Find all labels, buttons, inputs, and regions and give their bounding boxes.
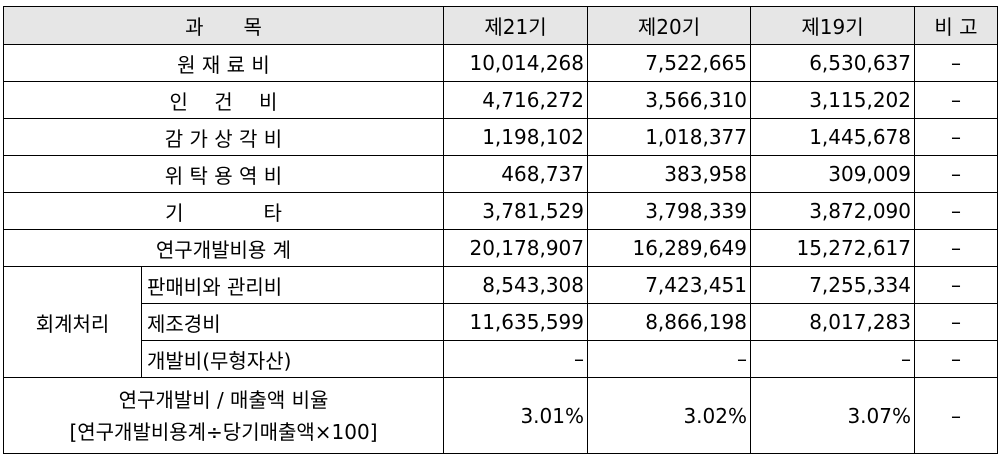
value-19: 3,872,090 xyxy=(750,192,915,230)
header-item: 과 목 xyxy=(3,6,444,45)
row-label: 개발비(무형자산) xyxy=(141,340,444,378)
row-label: 원 재 료 비 xyxy=(3,44,444,82)
table-row-accounting: 회계처리 판매비와 관리비 8,543,308 7,423,451 7,255,… xyxy=(3,266,998,378)
value-20: 7,423,451 xyxy=(587,266,751,304)
value-21: 468,737 xyxy=(443,155,588,193)
value-20: 1,018,377 xyxy=(587,118,751,156)
value-19: 15,272,617 xyxy=(750,229,915,267)
ratio-label: 연구개발비 / 매출액 비율 [연구개발비용계÷당기매출액×100] xyxy=(3,377,444,454)
value-21: 11,635,599 xyxy=(443,303,588,341)
value-20: 3,798,339 xyxy=(587,192,751,230)
table-row-total: 연구개발비용 계 20,178,907 16,289,649 15,272,61… xyxy=(3,229,998,267)
table-row-accounting: 제조경비 11,635,599 8,866,198 8,017,283 – xyxy=(4,303,998,341)
remarks-cell: – xyxy=(914,340,998,378)
header-period-19: 제19기 xyxy=(750,6,915,45)
value-19: 8,017,283 xyxy=(750,303,915,341)
ratio-20: 3.02% xyxy=(587,377,751,454)
ratio-19: 3.07% xyxy=(750,377,915,454)
row-label: 제조경비 xyxy=(141,303,444,341)
value-21: 10,014,268 xyxy=(443,44,588,82)
remarks-cell: – xyxy=(914,118,998,156)
value-21: 4,716,272 xyxy=(443,81,588,119)
row-label: 판매비와 관리비 xyxy=(141,266,444,304)
value-19: 3,115,202 xyxy=(750,81,915,119)
header-row: 과 목 제21기 제20기 제19기 비 고 xyxy=(3,6,998,45)
value-21: – xyxy=(443,340,588,378)
header-remarks: 비 고 xyxy=(914,6,998,45)
table-row: 위 탁 용 역 비 468,737 383,958 309,009 – xyxy=(3,155,998,193)
row-label: 연구개발비용 계 xyxy=(3,229,444,267)
remarks-cell: – xyxy=(914,266,998,304)
value-21: 8,543,308 xyxy=(443,266,588,304)
value-21: 1,198,102 xyxy=(443,118,588,156)
remarks-cell: – xyxy=(914,377,998,454)
value-21: 3,781,529 xyxy=(443,192,588,230)
value-20: 7,522,665 xyxy=(587,44,751,82)
value-21: 20,178,907 xyxy=(443,229,588,267)
table-row: 기 타 3,781,529 3,798,339 3,872,090 – xyxy=(3,192,998,230)
value-20: 16,289,649 xyxy=(587,229,751,267)
rnd-expense-table: 과 목 제21기 제20기 제19기 비 고 원 재 료 비 10,014,26… xyxy=(3,6,998,454)
ratio-21: 3.01% xyxy=(443,377,588,454)
accounting-group-label: 회계처리 xyxy=(3,266,142,378)
remarks-cell: – xyxy=(914,81,998,119)
value-19: 7,255,334 xyxy=(750,266,915,304)
row-label: 위 탁 용 역 비 xyxy=(3,155,444,193)
remarks-cell: – xyxy=(914,229,998,267)
table-row: 인 건 비 4,716,272 3,566,310 3,115,202 – xyxy=(3,81,998,119)
value-19: 1,445,678 xyxy=(750,118,915,156)
table-row-ratio: 연구개발비 / 매출액 비율 [연구개발비용계÷당기매출액×100] 3.01%… xyxy=(3,377,998,454)
row-label: 감 가 상 각 비 xyxy=(3,118,444,156)
remarks-cell: – xyxy=(914,44,998,82)
table-row: 원 재 료 비 10,014,268 7,522,665 6,530,637 – xyxy=(3,44,998,82)
value-19: – xyxy=(750,340,915,378)
table-row: 감 가 상 각 비 1,198,102 1,018,377 1,445,678 … xyxy=(3,118,998,156)
header-period-20: 제20기 xyxy=(587,6,751,45)
ratio-label-line1: 연구개발비 / 매출액 비율 xyxy=(118,387,329,412)
value-19: 6,530,637 xyxy=(750,44,915,82)
remarks-cell: – xyxy=(914,192,998,230)
value-20: 3,566,310 xyxy=(587,81,751,119)
row-label: 기 타 xyxy=(3,192,444,230)
value-19: 309,009 xyxy=(750,155,915,193)
remarks-cell: – xyxy=(914,303,998,341)
value-20: 8,866,198 xyxy=(587,303,751,341)
table-row-accounting: 개발비(무형자산) – – – – xyxy=(4,340,998,378)
value-20: – xyxy=(587,340,751,378)
row-label: 인 건 비 xyxy=(3,81,444,119)
header-period-21: 제21기 xyxy=(443,6,588,45)
ratio-label-line2: [연구개발비용계÷당기매출액×100] xyxy=(69,419,378,444)
remarks-cell: – xyxy=(914,155,998,193)
value-20: 383,958 xyxy=(587,155,751,193)
